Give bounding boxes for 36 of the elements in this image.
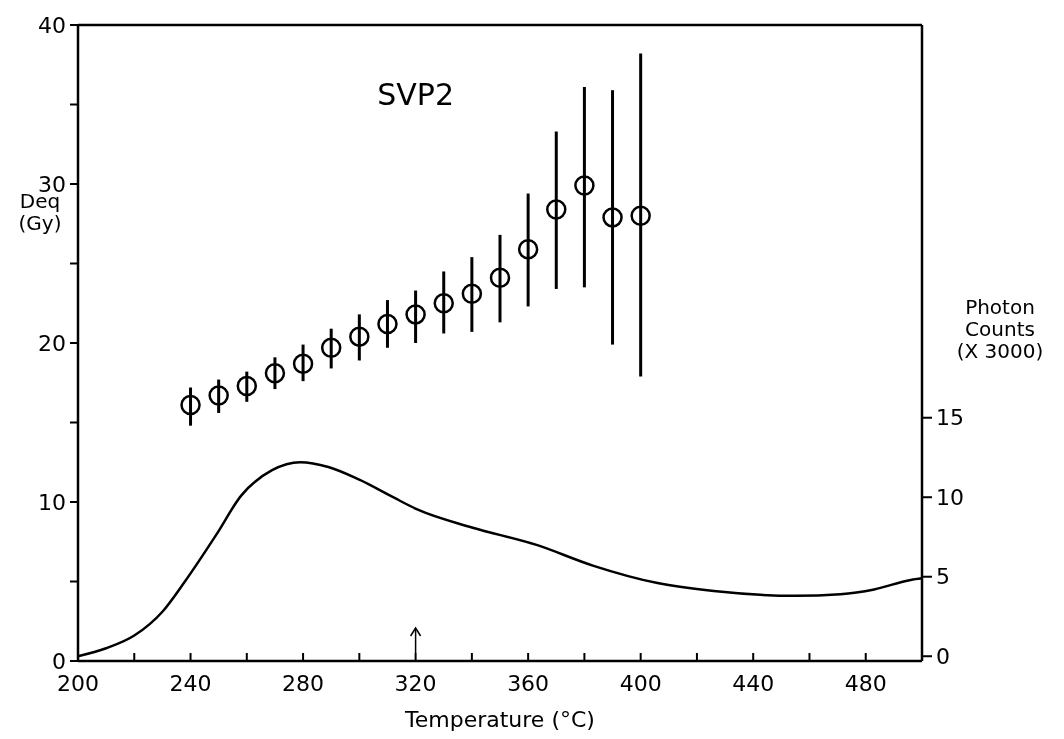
point [546, 199, 567, 220]
point [180, 394, 201, 416]
x-tick-label: 320 [394, 671, 437, 696]
point [489, 267, 511, 289]
point [405, 304, 426, 325]
x-axis-title: Temperature (°C) [404, 707, 595, 732]
point [602, 207, 623, 228]
point [349, 326, 370, 347]
y2-tick-label: 5 [936, 564, 950, 590]
point [461, 283, 483, 304]
x-tick-label: 400 [619, 671, 662, 696]
x-tick-label: 360 [507, 671, 550, 696]
point [264, 362, 286, 384]
x-tick-label: 280 [282, 671, 325, 696]
point [433, 293, 454, 314]
y-tick-label: 0 [52, 648, 66, 674]
point [292, 353, 314, 374]
x-tick-label: 200 [57, 671, 99, 696]
y2-axis-title: Photon Counts (X 3000) [956, 295, 1044, 364]
x-tick-label: 240 [169, 671, 212, 696]
y2-tick-label: 10 [936, 484, 964, 510]
y-tick-label: 10 [38, 489, 66, 515]
point [517, 238, 539, 260]
point [208, 385, 229, 406]
y2-tick-label: 15 [936, 405, 964, 431]
point [320, 337, 342, 359]
text: SVP2 [377, 76, 454, 112]
x-tick-label: 480 [844, 671, 887, 696]
y-tick-label: 40 [38, 12, 66, 38]
x-tick-label: 440 [732, 671, 775, 696]
point [377, 313, 398, 335]
y2-tick-label: 0 [936, 643, 950, 669]
point [630, 205, 651, 227]
y-tick-label: 20 [38, 330, 66, 356]
point [574, 175, 595, 196]
point [236, 375, 258, 397]
